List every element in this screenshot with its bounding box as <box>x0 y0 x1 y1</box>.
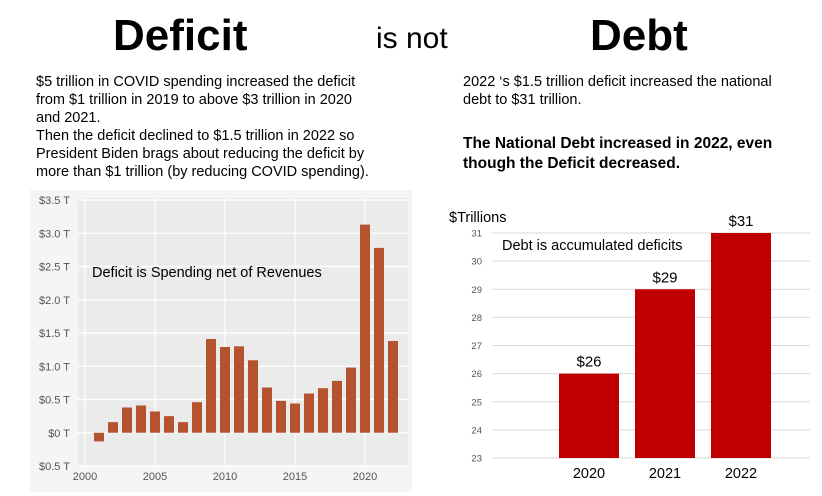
deficit-bar <box>122 407 132 433</box>
right-paragraph-line: debt to $31 trillion. <box>463 92 582 108</box>
deficit-bar <box>248 360 258 433</box>
deficit-bar <box>164 416 174 433</box>
left-paragraph-line: Then the deficit declined to $1.5 trilli… <box>36 128 355 144</box>
deficit-bar <box>206 338 216 433</box>
deficit-xtick-label: 2000 <box>73 471 97 483</box>
deficit-bar <box>192 402 202 433</box>
deficit-xtick-label: 2005 <box>143 471 167 483</box>
deficit-bar <box>108 422 118 433</box>
deficit-bar <box>220 346 230 433</box>
right-paragraph: 2022 ‘s $1.5 trillion deficit increased … <box>463 73 813 109</box>
deficit-ytick-label: $1.0 T <box>39 361 70 373</box>
deficit-xtick-label: 2020 <box>353 471 377 483</box>
deficit-ytick-label: $3.5 T <box>39 195 70 207</box>
deficit-bar <box>346 367 356 433</box>
left-paragraph-line: $5 trillion in COVID spending increased … <box>36 74 356 90</box>
right-paragraph-line: 2022 ‘s $1.5 trillion deficit increased … <box>463 74 772 90</box>
right-bold-statement: The National Debt increased in 2022, eve… <box>463 134 813 174</box>
right-bold-line: though the Deficit decreased. <box>463 155 681 172</box>
deficit-xtick-label: 2010 <box>213 471 237 483</box>
deficit-bar <box>276 400 286 433</box>
deficit-xtick-label: 2015 <box>283 471 307 483</box>
left-paragraph-line: more than $1 trillion (by reducing COVID… <box>36 164 369 180</box>
deficit-bar <box>388 340 398 433</box>
deficit-bar <box>290 403 300 433</box>
title-deficit: Deficit <box>113 11 248 60</box>
deficit-ytick-label: $0.5 T <box>39 461 70 473</box>
deficit-ytick-label: $1.5 T <box>39 328 70 340</box>
deficit-ytick-label: $2.5 T <box>39 262 70 274</box>
deficit-bar <box>234 346 244 433</box>
deficit-ytick-label: $3.0 T <box>39 228 70 240</box>
deficit-bar <box>374 247 384 433</box>
deficit-chart-annotation: Deficit is Spending net of Revenues <box>92 265 322 281</box>
left-paragraph-line: from $1 trillion in 2019 to above $3 tri… <box>36 92 352 108</box>
left-paragraph: $5 trillion in COVID spending increased … <box>36 73 436 181</box>
deficit-bar <box>94 432 104 442</box>
title-debt: Debt <box>590 11 688 60</box>
title-is-not: is not <box>376 22 448 55</box>
deficit-bar <box>360 224 370 433</box>
deficit-bar <box>304 393 314 433</box>
deficit-bar <box>262 387 272 433</box>
left-paragraph-line: President Biden brags about reducing the… <box>36 146 365 162</box>
left-paragraph-line: and 2021. <box>36 110 101 126</box>
deficit-bar <box>150 411 160 433</box>
deficit-bar <box>318 388 328 433</box>
deficit-ytick-label: $2.0 T <box>39 295 70 307</box>
deficit-ytick-label: $0.5 T <box>39 395 70 407</box>
deficit-ytick-label: $0 T <box>48 428 70 440</box>
deficit-bar <box>332 380 342 433</box>
deficit-bar <box>136 405 146 433</box>
right-bold-line: The National Debt increased in 2022, eve… <box>463 135 773 152</box>
deficit-bar <box>178 422 188 433</box>
